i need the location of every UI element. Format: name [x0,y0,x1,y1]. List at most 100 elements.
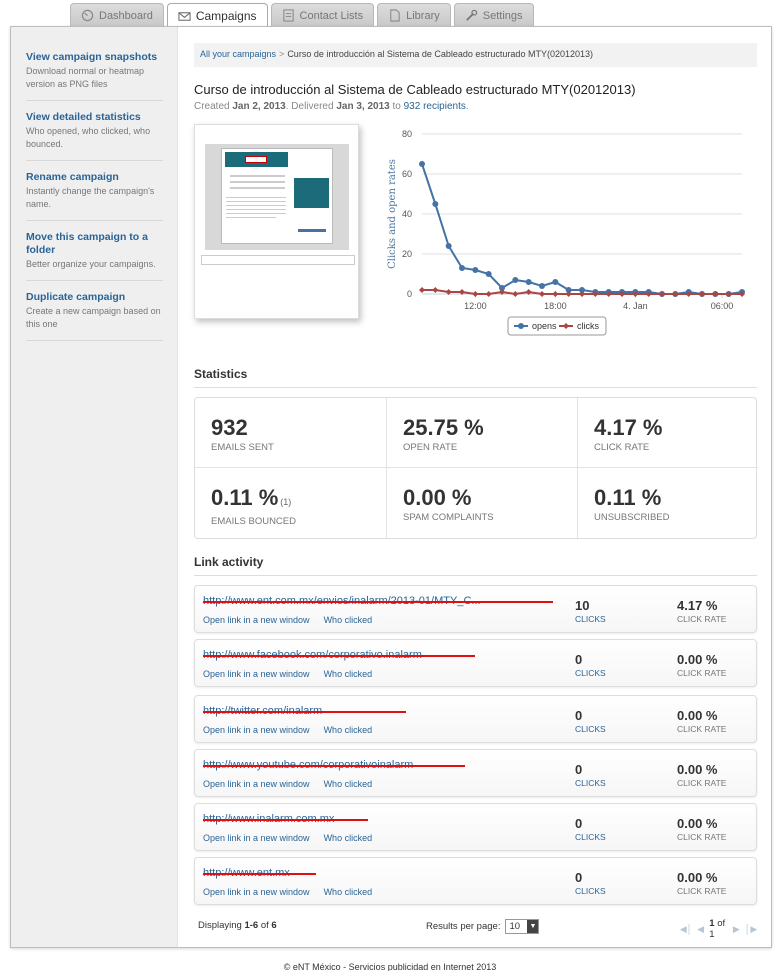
link-url[interactable]: http://www.youtube.com/corporativoinalar… [203,759,553,771]
who-clicked-link[interactable]: Who clicked [323,725,373,735]
sidebar-item: Duplicate campaign Create a new campaign … [26,291,163,341]
who-clicked-link[interactable]: Who clicked [323,669,373,679]
snapshot-text-line [226,205,286,206]
stat-label: EMAILS BOUNCED [211,516,296,527]
next-page-icon[interactable]: ▶ [732,923,740,934]
chart-point-opens [579,287,585,293]
clicks-unit: CLICKS [575,832,606,842]
open-link-button[interactable]: Open link in a new window [203,669,310,679]
chart-y-tick-label: 80 [402,129,412,139]
last-page-icon[interactable]: │▶ [744,923,758,934]
link-click-rate: 0.00 % CLICK RATE [677,762,726,788]
results-per-page-value: 10 [509,921,521,932]
stat-note: (1) [280,497,292,507]
link-activity-heading: Link activity [194,555,757,576]
link-url[interactable]: http://www.ent.mx [203,867,553,879]
displaying-of: of [260,920,269,931]
chart-point-clicks [539,291,545,297]
sidebar-action-description: Who opened, who clicked, who bounced. [26,126,151,149]
prev-page-icon[interactable]: ◀ [697,923,705,934]
campaign-snapshot-thumbnail[interactable] [194,124,359,319]
link-clicks: 0 CLICKS [575,870,606,896]
snapshot-text-line [226,217,276,218]
first-page-icon[interactable]: ◀│ [679,923,693,934]
clicks-unit: CLICKS [575,614,606,624]
chart-point-opens [485,271,492,277]
who-clicked-link[interactable]: Who clicked [323,779,373,789]
link-url[interactable]: http://twitter.com/inalarm [203,705,553,717]
tab-contact-lists[interactable]: Contact Lists [270,3,375,27]
who-clicked-link[interactable]: Who clicked [323,887,373,897]
stat-cell: 4.17 % CLICK RATE [578,398,758,468]
open-link-button[interactable]: Open link in a new window [203,833,310,843]
snapshot-header-strip [205,136,349,144]
sidebar-action-link[interactable]: View detailed statistics [26,111,141,123]
results-per-page-label: Results per page: [426,921,501,932]
link-click-rate: 0.00 % CLICK RATE [677,816,726,842]
open-link-button[interactable]: Open link in a new window [203,887,310,897]
link-url[interactable]: http://www.ent.com.mx/envios/inalarm/201… [203,595,553,607]
chart-x-tick-label: 18:00 [544,301,567,311]
chart-point-clicks [525,289,532,295]
click-rate-value: 0.00 % [677,762,718,777]
dashboard-icon [81,9,94,22]
sidebar-action-link[interactable]: Duplicate campaign [26,291,126,303]
click-rate-value: 0.00 % [677,870,718,885]
snapshot-text-line [226,209,286,210]
sidebar-action-link[interactable]: Rename campaign [26,171,119,183]
results-per-page-select[interactable]: 10 ▼ [505,919,540,934]
link-actions: Open link in a new window Who clicked [203,669,386,679]
stat-number: 932 [211,415,248,440]
chart-point-clicks [512,291,519,297]
chart-point-opens [525,279,532,285]
tab-dashboard[interactable]: Dashboard [70,3,164,27]
stat-value: 932 [211,416,386,440]
clicks-count: 0 [575,652,583,667]
open-link-button[interactable]: Open link in a new window [203,615,310,625]
open-link-button[interactable]: Open link in a new window [203,725,310,735]
breadcrumb-root-link[interactable]: All your campaigns [200,49,277,59]
open-link-button[interactable]: Open link in a new window [203,779,310,789]
chart-point-opens [432,201,439,207]
tab-campaigns[interactable]: Campaigns [166,3,268,28]
snapshot-text-line [230,181,285,183]
recipients-link[interactable]: 932 recipients [403,101,466,112]
stat-cell: 0.00 % SPAM COMPLAINTS [387,468,578,538]
tab-label: Campaigns [195,9,257,23]
sidebar-action-description: Better organize your campaigns. [26,259,156,269]
chart-y-tick-label: 20 [402,249,412,259]
tab-settings[interactable]: Settings [453,3,534,27]
link-url[interactable]: http://www.facebook.com/corporativo.inal… [203,649,553,661]
stat-cell: 0.11 % (1) EMAILS BOUNCED [195,468,387,538]
chart-x-tick-label: 12:00 [464,301,487,311]
chart-point-clicks [419,287,425,293]
chart-y-tick-label: 60 [402,169,412,179]
displaying-prefix: Displaying [198,920,242,931]
statistics-grid: 932 EMAILS SENT 25.75 % OPEN RATE 4.17 % CLIC… [194,397,758,539]
chart-point-clicks [659,291,665,297]
link-row: http://www.ent.com.mx/envios/inalarm/201… [194,585,757,633]
link-clicks: 0 CLICKS [575,816,606,842]
sidebar-action-link[interactable]: Move this campaign to a folder [26,231,148,256]
click-rate-unit: CLICK RATE [677,614,727,624]
link-clicks: 0 CLICKS [575,708,606,734]
clicks-unit: CLICKS [575,778,606,788]
link-url[interactable]: http://www.inalarm.com.mx [203,813,553,825]
clicks-unit: CLICKS [575,724,606,734]
page-navigation: ◀│ ◀ 1 of 1 ▶ │▶ [679,918,758,940]
link-click-rate: 4.17 % CLICK RATE [677,598,726,624]
who-clicked-link[interactable]: Who clicked [323,615,373,625]
chart-point-opens [539,283,545,289]
main-tabs: Dashboard Campaigns Contact Lists Library Se… [70,3,534,28]
stat-value: 25.75 % [403,416,577,440]
who-clicked-link[interactable]: Who clicked [323,833,373,843]
clicks-count: 0 [575,762,583,777]
chart-point-clicks [699,291,705,297]
stat-label: UNSUBSCRIBED [594,512,670,523]
results-per-page: Results per page: 10 ▼ [426,919,540,934]
chart-point-clicks [472,291,479,297]
snapshot-banner-button [245,156,267,163]
sidebar-action-link[interactable]: View campaign snapshots [26,51,158,63]
chart-point-clicks [565,291,572,297]
tab-library[interactable]: Library [377,3,451,27]
